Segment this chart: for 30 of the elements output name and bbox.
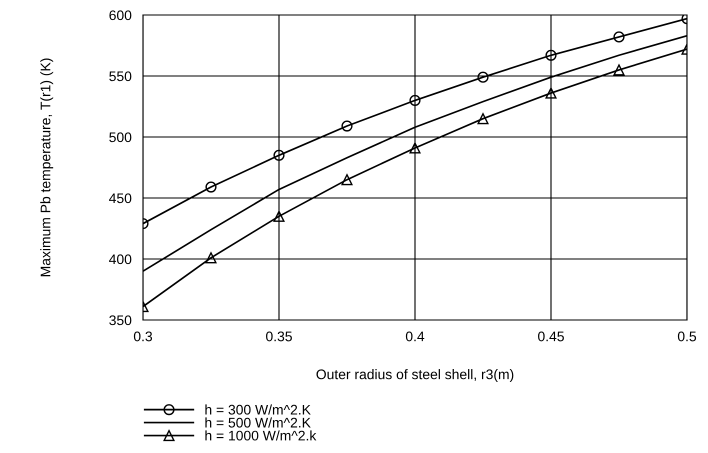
point xyxy=(409,142,421,154)
point xyxy=(205,252,217,264)
point xyxy=(273,150,285,161)
x-tick-label: 0.4 xyxy=(406,331,424,342)
point xyxy=(545,88,557,99)
y-tick-label: 350 xyxy=(109,315,132,326)
x-axis-title: Outer radius of steel shell, r3(m) xyxy=(316,369,514,382)
y-tick-label: 600 xyxy=(109,10,132,20)
y-tick-label: 450 xyxy=(109,193,132,204)
x-tick-label: 0.3 xyxy=(134,331,152,342)
point xyxy=(545,50,557,61)
y-axis-title: Maximum Pb temperature, T(r1) (K) xyxy=(40,58,54,276)
point xyxy=(205,181,217,193)
point xyxy=(477,113,489,124)
x-tick-label: 0.45 xyxy=(538,331,564,342)
point xyxy=(341,174,353,186)
legend-label: h = 300 W/m^2.K xyxy=(205,404,311,415)
y-tick-label: 550 xyxy=(109,71,132,82)
x-tick-label: 0.35 xyxy=(266,331,292,342)
point xyxy=(341,120,353,132)
point xyxy=(409,94,421,106)
point xyxy=(613,64,625,76)
y-tick-label: 500 xyxy=(109,132,132,142)
legend-label: h = 500 W/m^2.K xyxy=(205,417,311,428)
y-tick-label: 400 xyxy=(109,254,132,264)
point xyxy=(613,31,625,43)
point xyxy=(477,72,489,83)
legend-label: h = 1000 W/m^2.k xyxy=(205,430,316,441)
point xyxy=(273,210,285,222)
x-tick-label: 0.5 xyxy=(678,331,696,342)
